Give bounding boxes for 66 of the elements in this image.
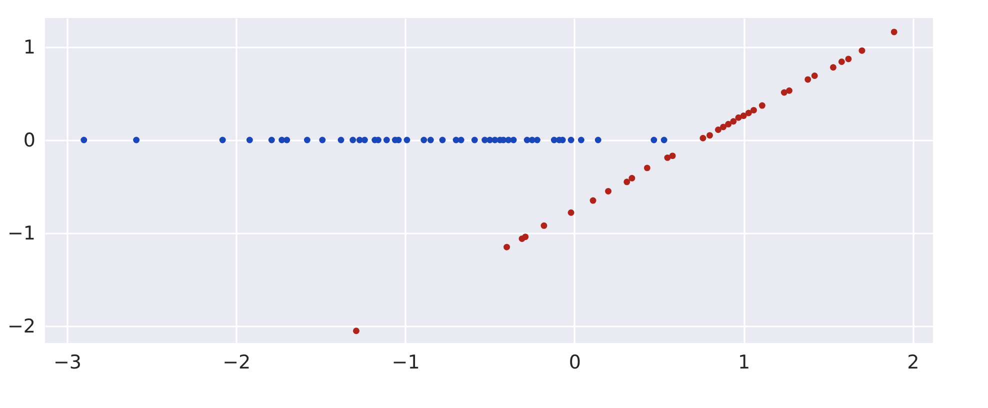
point bbox=[605, 188, 612, 194]
x-tick-label: −1 bbox=[392, 352, 420, 374]
x-tick-label: 0 bbox=[568, 352, 581, 374]
point bbox=[540, 222, 548, 229]
point bbox=[714, 126, 722, 133]
point bbox=[786, 87, 792, 94]
point bbox=[745, 110, 752, 116]
point bbox=[504, 244, 510, 250]
point bbox=[510, 136, 517, 144]
point bbox=[427, 136, 434, 144]
point bbox=[858, 47, 866, 54]
x-tick-label: −3 bbox=[53, 352, 82, 374]
point bbox=[420, 136, 428, 144]
point bbox=[664, 154, 671, 161]
point bbox=[758, 102, 766, 109]
x-tick-label: 2 bbox=[907, 352, 920, 374]
point bbox=[725, 120, 732, 128]
point bbox=[650, 136, 658, 144]
point bbox=[669, 152, 676, 160]
point bbox=[304, 136, 310, 144]
point bbox=[352, 328, 360, 334]
point bbox=[246, 136, 253, 144]
point bbox=[361, 136, 368, 144]
point bbox=[838, 58, 845, 65]
point bbox=[590, 197, 596, 204]
point bbox=[578, 136, 584, 144]
point bbox=[268, 136, 275, 144]
point bbox=[624, 178, 630, 186]
point bbox=[660, 136, 668, 144]
point bbox=[568, 136, 574, 144]
point bbox=[720, 124, 727, 130]
point bbox=[471, 136, 478, 144]
y-tick-label: −1 bbox=[7, 222, 36, 245]
point bbox=[811, 72, 818, 79]
point bbox=[284, 136, 290, 144]
point bbox=[750, 106, 757, 114]
point bbox=[522, 234, 529, 240]
point bbox=[740, 112, 747, 120]
point bbox=[700, 134, 706, 142]
point bbox=[644, 164, 650, 172]
y-tick-label: 0 bbox=[23, 129, 36, 152]
point bbox=[735, 114, 742, 121]
y-tick-label: −2 bbox=[7, 316, 36, 338]
point bbox=[594, 136, 602, 144]
point bbox=[534, 136, 540, 144]
point bbox=[458, 136, 464, 144]
point bbox=[706, 132, 713, 139]
point bbox=[350, 136, 356, 144]
point bbox=[133, 136, 140, 144]
point bbox=[830, 64, 836, 71]
point bbox=[404, 136, 410, 144]
point bbox=[219, 136, 226, 144]
point bbox=[628, 174, 636, 182]
point bbox=[383, 136, 390, 144]
point bbox=[568, 209, 574, 216]
point bbox=[730, 118, 737, 125]
y-tick-label: 1 bbox=[23, 36, 36, 58]
x-tick-label: 1 bbox=[738, 352, 750, 374]
point bbox=[845, 56, 852, 62]
point bbox=[890, 28, 898, 36]
point bbox=[80, 136, 88, 144]
x-tick-label: −2 bbox=[222, 352, 251, 374]
point bbox=[439, 136, 446, 144]
point bbox=[338, 136, 344, 144]
point bbox=[319, 136, 326, 144]
point bbox=[804, 76, 812, 83]
